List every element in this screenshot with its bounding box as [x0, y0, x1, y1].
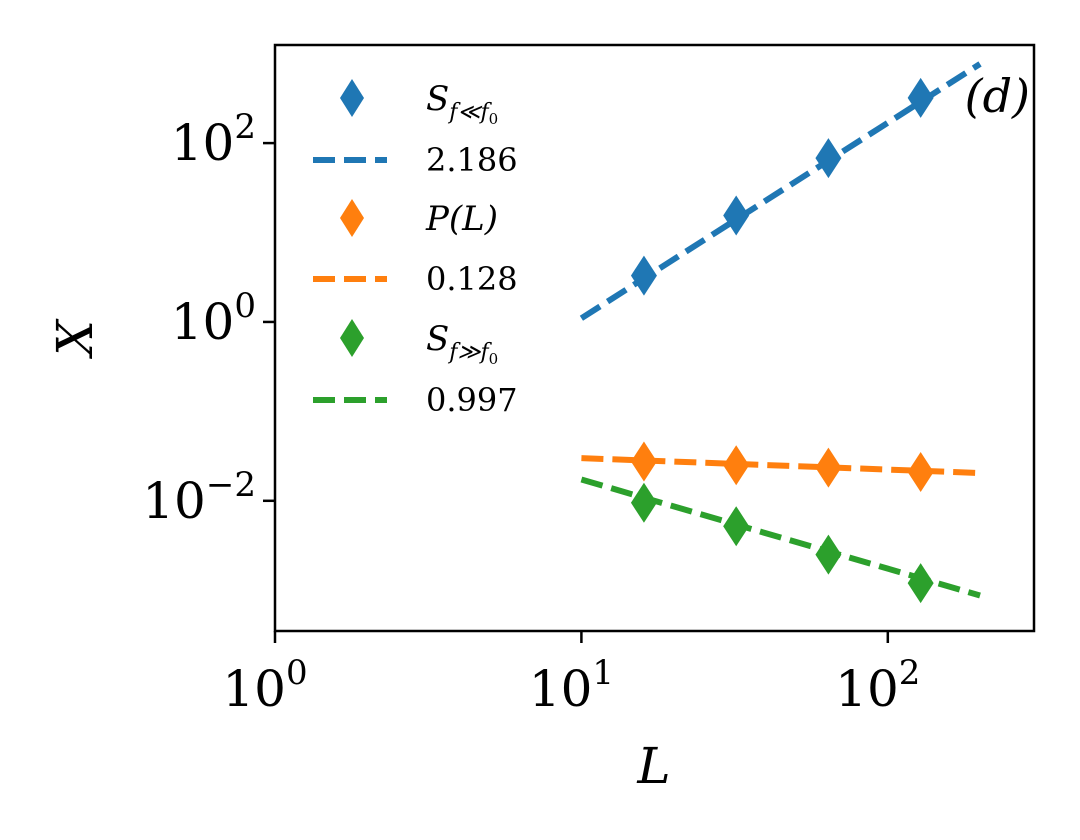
y-tick-label-2: 102 [171, 107, 256, 172]
ticks: 100 101 102 10−2 100 102 [142, 107, 920, 718]
y-axis-title: X [46, 318, 104, 360]
legend-marker-0 [340, 79, 364, 117]
data-point-2-2 [815, 534, 842, 575]
legend-fit-label-2: 0.997 [426, 381, 518, 419]
legend-fit-label-0: 2.186 [426, 141, 518, 179]
legend-label-2: Sf≫f0 [426, 319, 498, 368]
legend-label-1: P(L) [425, 199, 498, 239]
legend-label-0: Sf≪f0 [426, 79, 498, 128]
legend-fit-label-1: 0.128 [426, 260, 518, 298]
data-point-2-0 [630, 482, 657, 523]
data-point-2-1 [723, 506, 750, 547]
data-point-1-3 [907, 451, 934, 492]
data-point-1-2 [815, 447, 842, 488]
data-point-1-1 [723, 445, 750, 486]
x-tick-label-2: 102 [835, 653, 920, 718]
legend-marker-1 [340, 199, 364, 237]
panel-label: (d) [965, 69, 1030, 123]
x-tick-label-0: 100 [222, 653, 307, 718]
x-tick-label-1: 101 [529, 653, 614, 718]
data-point-0-2 [815, 138, 842, 179]
legend-marker-2 [340, 319, 364, 357]
data-point-2-3 [907, 563, 934, 604]
data-point-0-3 [907, 77, 934, 118]
x-axis-title: L [636, 737, 670, 795]
data-point-0-0 [630, 255, 657, 296]
data-point-1-0 [630, 441, 657, 482]
plot-area [579, 61, 982, 604]
y-tick-label-0: 10−2 [142, 465, 256, 530]
data-point-0-1 [723, 195, 750, 236]
y-tick-label-1: 100 [171, 286, 256, 351]
legend: Sf≪f0 2.186 P(L) 0.128 Sf≫f0 0.997 [313, 79, 518, 419]
axes-frame [273, 43, 1036, 633]
